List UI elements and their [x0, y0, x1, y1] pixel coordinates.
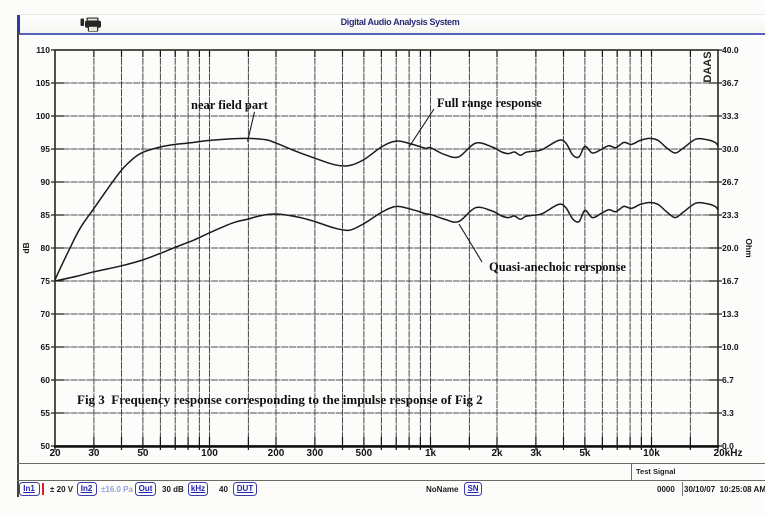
svg-text:500: 500 — [356, 448, 373, 459]
svg-text:110: 110 — [36, 45, 50, 55]
svg-text:100: 100 — [201, 448, 218, 459]
svg-text:Quasi-anechoic rersponse: Quasi-anechoic rersponse — [489, 260, 626, 274]
svg-text:75: 75 — [41, 276, 51, 286]
svg-text:20kHz: 20kHz — [714, 448, 743, 459]
svg-text:20.0: 20.0 — [722, 243, 739, 253]
svg-text:10.0: 10.0 — [722, 342, 739, 352]
svg-text:10k: 10k — [643, 448, 660, 459]
svg-text:100: 100 — [36, 111, 50, 121]
svg-text:DAAS: DAAS — [702, 51, 714, 82]
svg-text:30.0: 30.0 — [722, 144, 739, 154]
svg-text:85: 85 — [41, 210, 51, 220]
svg-text:50: 50 — [137, 448, 149, 459]
svg-text:23.3: 23.3 — [722, 210, 739, 220]
svg-text:105: 105 — [36, 78, 50, 88]
svg-text:dB: dB — [21, 242, 31, 253]
svg-text:300: 300 — [307, 448, 324, 459]
svg-text:3k: 3k — [530, 448, 542, 459]
svg-text:near field part: near field part — [191, 98, 269, 112]
svg-text:16.7: 16.7 — [722, 276, 739, 286]
svg-text:90: 90 — [41, 177, 51, 187]
svg-text:65: 65 — [41, 342, 51, 352]
svg-text:3.3: 3.3 — [722, 408, 734, 418]
svg-text:1k: 1k — [425, 448, 437, 459]
svg-text:33.3: 33.3 — [722, 111, 739, 121]
svg-text:Ohm: Ohm — [744, 238, 754, 258]
svg-text:26.7: 26.7 — [722, 177, 739, 187]
svg-text:80: 80 — [41, 243, 51, 253]
svg-text:50: 50 — [41, 441, 51, 451]
svg-text:70: 70 — [41, 309, 51, 319]
svg-text:20: 20 — [49, 448, 61, 459]
svg-text:200: 200 — [268, 448, 285, 459]
svg-text:55: 55 — [41, 408, 51, 418]
svg-text:2k: 2k — [491, 448, 503, 459]
svg-text:0.0: 0.0 — [722, 441, 734, 451]
svg-text:95: 95 — [41, 144, 51, 154]
svg-text:60: 60 — [41, 375, 51, 385]
svg-text:36.7: 36.7 — [722, 78, 739, 88]
svg-text:Full range response: Full range response — [437, 96, 542, 110]
svg-text:6.7: 6.7 — [722, 375, 734, 385]
svg-text:40.0: 40.0 — [722, 45, 739, 55]
svg-text:13.3: 13.3 — [722, 309, 739, 319]
svg-text:Fig 3 Frequency response corr: Fig 3 Frequency response corresponding t… — [77, 392, 483, 407]
svg-text:5k: 5k — [579, 448, 591, 459]
svg-text:30: 30 — [88, 448, 100, 459]
